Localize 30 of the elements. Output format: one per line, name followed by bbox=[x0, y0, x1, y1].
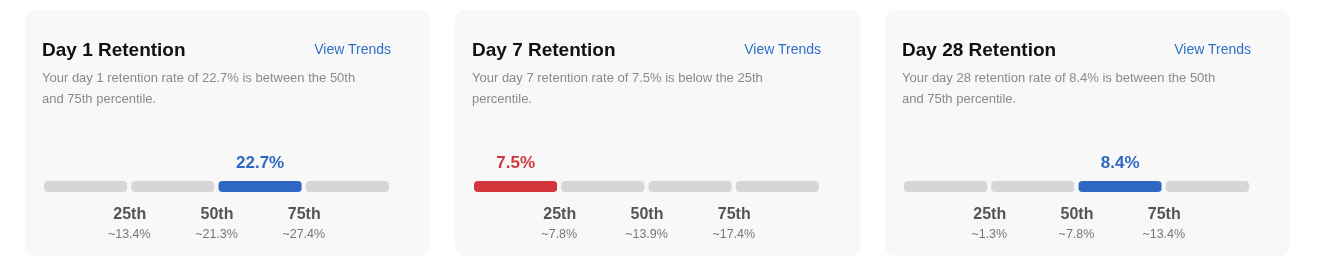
text: View Trends bbox=[1174, 41, 1251, 57]
chart-subtitle: Your day 7 retention rate of 7.5% is below the 25th percentile. bbox=[472, 70, 763, 106]
text: ~21.3% bbox=[195, 227, 238, 241]
series-label: 8.4% bbox=[1100, 153, 1140, 172]
x-tick-label: 50th bbox=[200, 204, 234, 222]
text: ~7.8% bbox=[1058, 227, 1095, 241]
x-tick-label: 75th bbox=[717, 204, 751, 222]
text: ~7.8% bbox=[541, 227, 578, 241]
x-tick-label: 75th bbox=[1147, 204, 1181, 222]
x-tick-label: 50th bbox=[1060, 204, 1094, 222]
text: ~13.4% bbox=[1142, 227, 1186, 241]
chart-title: Day 28 Retention bbox=[902, 39, 1057, 60]
text: ~27.4% bbox=[282, 227, 326, 241]
x-tick-label: 50th bbox=[630, 204, 664, 222]
x-tick-label: 25th bbox=[543, 204, 577, 222]
chart-title: Day 7 Retention bbox=[472, 39, 616, 60]
chart-title: Day 1 Retention bbox=[42, 39, 186, 60]
chart-subtitle: Your day 1 retention rate of 22.7% is between the 50th and 75th percentile. bbox=[42, 70, 356, 106]
text: View Trends bbox=[744, 41, 821, 57]
text: ~13.9% bbox=[625, 227, 668, 241]
x-tick-label: 75th bbox=[287, 204, 321, 222]
x-tick-label: 25th bbox=[113, 204, 147, 222]
text: View Trends bbox=[314, 41, 391, 57]
text: ~13.4% bbox=[107, 227, 151, 241]
series-label: 7.5% bbox=[496, 153, 535, 172]
chart-subtitle: Your day 28 retention rate of 8.4% is between the 50th and 75th percentile. bbox=[902, 70, 1216, 106]
x-tick-label: 25th bbox=[973, 204, 1007, 222]
text: ~1.3% bbox=[971, 227, 1008, 241]
text: ~17.4% bbox=[712, 227, 756, 241]
series-label: 22.7% bbox=[236, 153, 285, 172]
